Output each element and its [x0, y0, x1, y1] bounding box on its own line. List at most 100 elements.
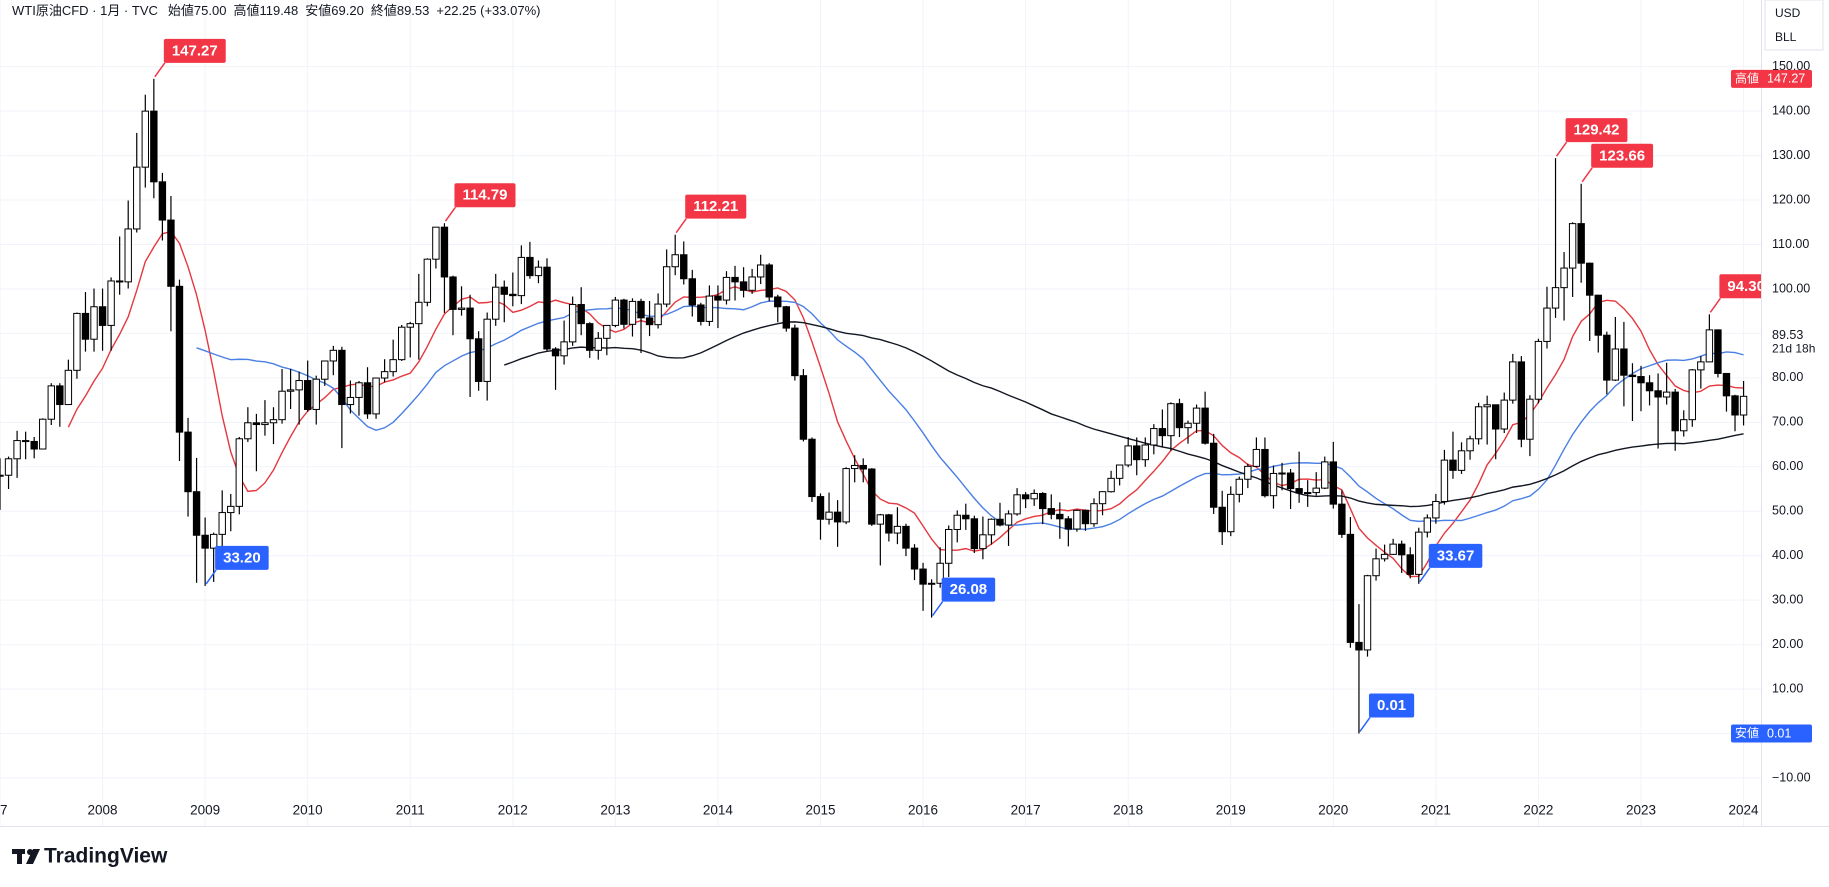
candle [1073, 509, 1081, 532]
candle [979, 516, 987, 560]
candle-body [936, 562, 944, 584]
candle [1252, 437, 1261, 468]
candle [1449, 431, 1457, 479]
grid [0, 0, 1761, 826]
candle [492, 273, 500, 326]
candle-body [398, 326, 406, 361]
candle [594, 332, 602, 360]
candle-body [440, 226, 449, 278]
candle [1021, 492, 1030, 509]
candle-body [910, 547, 919, 570]
candle [1551, 158, 1560, 318]
annotation-leader [444, 206, 457, 222]
candle [133, 132, 141, 233]
candle-body [0, 474, 4, 477]
candle-body [192, 491, 201, 536]
x-tick-label: 2021 [1421, 803, 1451, 818]
candle-body [13, 440, 21, 460]
candle-body [603, 324, 611, 339]
candle [1466, 435, 1474, 460]
candle-body [833, 511, 842, 523]
candle [457, 286, 466, 316]
x-tick-label: 2019 [1216, 803, 1246, 818]
annotation-leader [1359, 717, 1371, 732]
annotation-badge [941, 577, 996, 602]
x-tick-label: 2011 [396, 803, 425, 818]
x-tick-label: 2012 [498, 803, 528, 818]
ohlc-value: 89.53 [397, 3, 430, 18]
candle [47, 383, 55, 426]
candle [662, 249, 671, 308]
candle-body [295, 380, 303, 391]
candle-body [1483, 404, 1491, 408]
candle [1568, 222, 1577, 297]
candle-body [312, 378, 320, 410]
x-tick-label: 2020 [1318, 803, 1348, 818]
candle [902, 523, 910, 557]
candle-body [1517, 361, 1526, 440]
candle [893, 507, 902, 545]
candle-body [637, 300, 645, 319]
candle-body [842, 468, 850, 523]
candle-body [338, 349, 346, 406]
candle-body [945, 528, 953, 564]
annotation-label: 112.21 [693, 198, 738, 215]
candle [1594, 294, 1602, 353]
candle-body [1209, 442, 1218, 508]
candle-body [1227, 493, 1235, 533]
symbol: WTI原油CFD · 1月 · TVC [12, 3, 158, 18]
candle-body [509, 293, 517, 297]
ohlc-value: 119.48 [259, 3, 298, 18]
moving-average [504, 321, 1744, 508]
price-annotation: 123.66 [1581, 143, 1654, 183]
candle [543, 258, 551, 352]
annotation-badge [1428, 543, 1483, 568]
candle-body [1697, 361, 1705, 371]
candle-body [774, 296, 782, 308]
candle-body [1030, 492, 1038, 500]
candle-body [1662, 391, 1671, 398]
candle [1645, 375, 1654, 406]
candle [295, 371, 303, 425]
candle-body [1355, 641, 1363, 651]
annotation-label: 33.20 [223, 549, 261, 566]
candle-body [979, 534, 987, 550]
candle [269, 407, 278, 445]
y-tick-label: 40.00 [1772, 548, 1803, 562]
candle-body [269, 419, 278, 424]
candle [756, 254, 765, 285]
candle [970, 515, 979, 554]
candle-body [1397, 543, 1406, 556]
candle-body [1474, 406, 1483, 440]
candle-body [1039, 492, 1047, 510]
candle-body [90, 306, 98, 340]
candle [1321, 456, 1329, 490]
candle-body [1158, 428, 1167, 437]
candle [1167, 402, 1175, 451]
candle-body [21, 440, 30, 443]
candle [1030, 489, 1038, 506]
candle-body [825, 511, 833, 520]
candle-body [466, 307, 474, 340]
candle-body [671, 254, 679, 268]
candle-body [662, 266, 671, 305]
annotation-badge [1368, 693, 1415, 718]
annotation-badge [685, 194, 747, 219]
candle-body [808, 438, 816, 498]
candle-body [1705, 329, 1714, 363]
candle-body [517, 256, 526, 297]
x-tick-label: 2023 [1626, 803, 1656, 818]
candle [987, 518, 996, 545]
candle-body [927, 582, 936, 585]
candle [167, 196, 175, 332]
candle [1090, 498, 1098, 527]
candle [1158, 409, 1167, 448]
candle-body [1628, 374, 1637, 378]
candle [1004, 510, 1013, 546]
candle-body [1073, 509, 1081, 530]
candle [1603, 331, 1611, 395]
candle-body [1654, 390, 1662, 398]
candle-body [739, 281, 748, 291]
candle-body [1560, 267, 1568, 289]
